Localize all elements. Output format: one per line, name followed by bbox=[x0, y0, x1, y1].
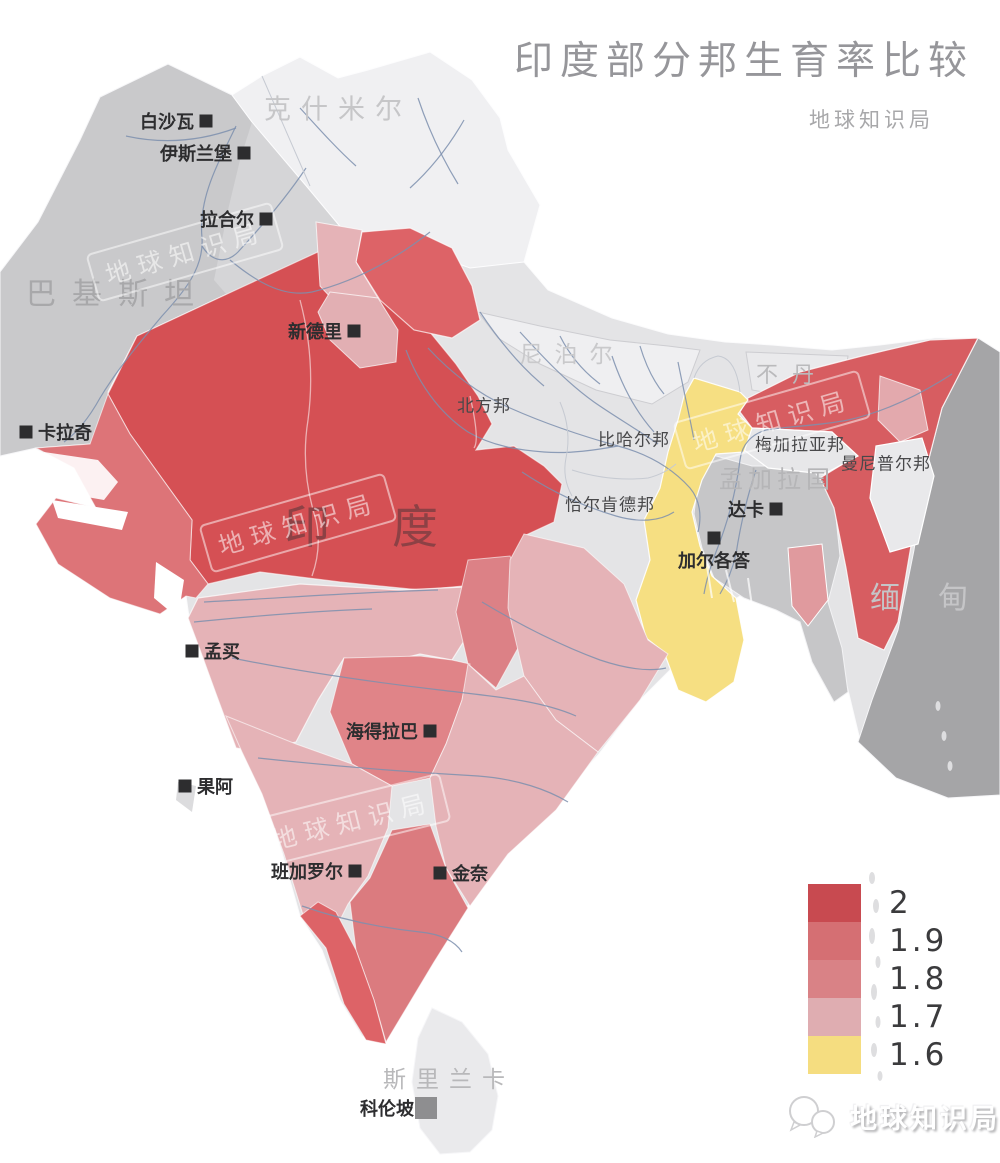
gulf-of-khambhat bbox=[154, 562, 184, 618]
city-label-科伦坡: 科伦坡 bbox=[360, 1099, 414, 1120]
map-label-bihar: 比哈尔邦 bbox=[598, 430, 670, 451]
city-label-拉合尔: 拉合尔 bbox=[200, 210, 254, 231]
city-marker-金奈 bbox=[433, 866, 447, 880]
rann-white bbox=[40, 452, 118, 500]
city-marker-加尔各答 bbox=[707, 531, 721, 545]
map-label-jharkhand: 恰尔肯德邦 bbox=[565, 495, 655, 516]
region-nagaland bbox=[877, 375, 929, 443]
admin-borders bbox=[261, 75, 741, 497]
legend-value: 1.6 bbox=[889, 1037, 948, 1073]
city-marker-海得拉巴 bbox=[423, 724, 437, 738]
map-label-bhutan: 不丹 bbox=[755, 363, 829, 388]
brand-logo: 地球知识局 bbox=[784, 1094, 1000, 1138]
page-title: 印度部分邦生育率比较 bbox=[513, 39, 974, 84]
legend-swatch bbox=[808, 960, 861, 998]
city-marker-白沙瓦 bbox=[199, 114, 213, 128]
legend-swatch bbox=[808, 922, 861, 960]
city-label-果阿: 果阿 bbox=[197, 777, 233, 798]
map-label-bangladesh: 孟加拉国 bbox=[719, 465, 835, 494]
state-border-hints bbox=[299, 299, 477, 577]
map-label-sri-lanka: 斯里兰卡 bbox=[383, 1067, 515, 1093]
city-marker-拉合尔 bbox=[259, 212, 273, 226]
city-marker-科伦坡 bbox=[415, 1097, 437, 1119]
region-tripura bbox=[787, 543, 829, 627]
map-label-kashmir: 克什米尔 bbox=[264, 94, 412, 126]
city-label-伊斯兰堡: 伊斯兰堡 bbox=[160, 144, 232, 165]
brand-logo-text: 地球知识局 bbox=[850, 1103, 1000, 1135]
legend-row: 1.6 bbox=[808, 1036, 947, 1074]
city-marker-果阿 bbox=[178, 779, 192, 793]
city-marker-新德里 bbox=[347, 324, 361, 338]
legend: 2 1.9 1.8 1.7 1.6 bbox=[808, 884, 947, 1074]
island-specks bbox=[869, 701, 953, 1081]
map-label-manipur: 曼尼普尔邦 bbox=[841, 454, 931, 475]
legend-swatch bbox=[808, 1036, 861, 1074]
map-label-india: 印度 bbox=[284, 500, 500, 554]
legend-swatch bbox=[808, 884, 861, 922]
legend-value: 1.9 bbox=[889, 923, 948, 959]
gulf-of-kutch bbox=[52, 500, 128, 530]
city-label-金奈: 金奈 bbox=[452, 864, 488, 885]
map-label-meghalaya: 梅加拉亚邦 bbox=[755, 435, 845, 456]
city-marker-达卡 bbox=[769, 502, 783, 516]
legend-swatch bbox=[808, 998, 861, 1036]
city-label-新德里: 新德里 bbox=[288, 322, 342, 343]
map-label-uttar-pradesh: 北方邦 bbox=[457, 396, 511, 417]
city-label-卡拉奇: 卡拉奇 bbox=[38, 423, 92, 444]
city-marker-孟买 bbox=[185, 644, 199, 658]
region-kashmir bbox=[231, 51, 541, 269]
region-west-bengal bbox=[635, 377, 753, 703]
city-label-班加罗尔: 班加罗尔 bbox=[271, 862, 343, 883]
city-label-海得拉巴: 海得拉巴 bbox=[346, 722, 418, 743]
city-label-加尔各答: 加尔各答 bbox=[678, 551, 750, 572]
city-marker-班加罗尔 bbox=[348, 864, 362, 878]
rivers bbox=[63, 97, 953, 953]
region-andhra-pradesh bbox=[429, 663, 599, 907]
city-label-孟买: 孟买 bbox=[204, 642, 240, 663]
title-block: 印度部分邦生育率比较 地球知识局 bbox=[514, 30, 974, 134]
legend-row: 1.7 bbox=[808, 998, 947, 1036]
map-label-pakistan: 巴基斯坦 bbox=[26, 277, 210, 312]
map-label-nepal: 尼泊尔 bbox=[519, 342, 625, 368]
city-label-达卡: 达卡 bbox=[728, 500, 764, 521]
region-karnataka bbox=[225, 715, 393, 949]
city-marker-卡拉奇 bbox=[19, 425, 33, 439]
region-odisha bbox=[507, 533, 669, 753]
legend-value: 2 bbox=[889, 885, 912, 921]
region-kerala bbox=[299, 901, 387, 1045]
map-label-myanmar: 缅甸 bbox=[870, 581, 1000, 616]
city-label-白沙瓦: 白沙瓦 bbox=[140, 112, 194, 133]
legend-value: 1.8 bbox=[889, 961, 948, 997]
region-nepal bbox=[476, 311, 701, 405]
page-subtitle: 地球知识局 bbox=[809, 108, 934, 132]
region-manipur bbox=[869, 437, 935, 553]
legend-row: 2 bbox=[808, 884, 947, 922]
city-marker-伊斯兰堡 bbox=[237, 146, 251, 160]
legend-value: 1.7 bbox=[889, 999, 948, 1035]
legend-row: 1.9 bbox=[808, 922, 947, 960]
legend-row: 1.8 bbox=[808, 960, 947, 998]
speech-bubbles-icon bbox=[789, 1096, 835, 1138]
delta-streaks bbox=[705, 559, 753, 607]
